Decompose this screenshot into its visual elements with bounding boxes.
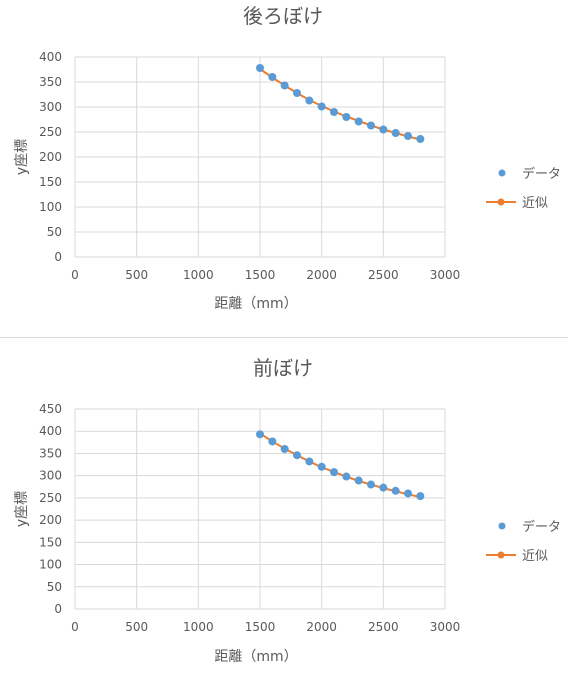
- data-point: [330, 468, 338, 477]
- y-tick-label: 100: [39, 558, 62, 572]
- x-tick-label: 2000: [306, 268, 337, 282]
- data-point: [317, 102, 326, 111]
- data-point: [268, 73, 277, 81]
- y-ticks: 0 50 100 150 200 250 300 350 400 450: [39, 402, 62, 616]
- data-point: [391, 486, 400, 495]
- data-point: [305, 96, 314, 105]
- data-point: [305, 457, 314, 466]
- data-point: [280, 81, 289, 90]
- data-point: [367, 480, 375, 489]
- y-tick-label: 0: [54, 250, 62, 264]
- y-tick-label: 450: [39, 402, 62, 416]
- data-point: [354, 117, 363, 126]
- y-tick-label: 50: [47, 225, 62, 239]
- legend-marker-data: [498, 522, 506, 530]
- y-tick-label: 400: [39, 424, 62, 438]
- grid: [74, 56, 446, 258]
- y-tick-label: 300: [39, 100, 62, 114]
- legend-label: データ: [522, 166, 561, 182]
- data-point: [268, 437, 277, 446]
- x-tick-label: 500: [125, 620, 148, 634]
- data-point: [256, 430, 264, 439]
- data-point: [293, 89, 301, 97]
- chart-svg: 後ろぼけ 0 50 100 150 200 250 300 350 400 0 500 1000 15…: [14, 4, 561, 312]
- data-point: [317, 462, 326, 471]
- x-axis-label: 距離（mm）: [214, 295, 297, 312]
- x-tick-label: 3000: [430, 268, 461, 282]
- y-ticks: 0 50 100 150 200 250 300 350 400: [39, 50, 62, 264]
- x-tick-label: 1000: [183, 268, 214, 282]
- chart-panel-back-blur: 後ろぼけ 0 50 100 150 200 250 300 350 400 0 500 1000 15…: [0, 0, 568, 337]
- y-tick-label: 50: [47, 580, 62, 594]
- y-tick-label: 0: [54, 602, 62, 616]
- x-tick-label: 3000: [430, 620, 461, 634]
- legend-label: データ: [522, 519, 561, 535]
- x-tick-label: 1500: [245, 620, 276, 634]
- y-tick-label: 150: [39, 535, 62, 549]
- legend-label: 近似: [522, 549, 548, 564]
- chart-svg: 前ぼけ 0 50 100 150 200 250 300 350 400 450 0 500 1000…: [14, 356, 561, 665]
- chart-title: 後ろぼけ: [243, 4, 323, 28]
- data-point: [256, 64, 264, 72]
- x-ticks: 0 500 1000 1500 2000 2500 3000: [71, 620, 460, 634]
- chart-panel-front-blur: 前ぼけ 0 50 100 150 200 250 300 350 400 450 0 500 1000…: [0, 338, 568, 679]
- data-point: [330, 108, 338, 116]
- y-tick-label: 100: [39, 200, 62, 214]
- data-point: [416, 492, 425, 501]
- data-point: [280, 445, 289, 453]
- legend-marker-fit: [497, 198, 505, 206]
- legend-marker-data: [498, 169, 506, 177]
- grid: [74, 408, 446, 610]
- x-tick-label: 1000: [183, 620, 214, 634]
- data-point: [293, 451, 301, 460]
- x-tick-label: 2500: [368, 268, 399, 282]
- y-axis-label: y座標: [14, 139, 30, 175]
- y-tick-label: 250: [39, 491, 62, 505]
- y-tick-label: 200: [39, 150, 62, 164]
- data-point: [404, 132, 412, 140]
- data-point: [379, 483, 388, 492]
- chart-title: 前ぼけ: [253, 356, 313, 380]
- x-tick-label: 500: [125, 268, 148, 282]
- y-tick-label: 350: [39, 446, 62, 460]
- y-axis-label: y座標: [14, 491, 30, 527]
- data-point: [379, 125, 388, 134]
- legend-label: 近似: [522, 196, 548, 211]
- y-tick-label: 300: [39, 469, 62, 483]
- x-ticks: 0 500 1000 1500 2000 2500 3000: [71, 268, 460, 282]
- x-tick-label: 2500: [368, 620, 399, 634]
- y-tick-label: 350: [39, 75, 62, 89]
- x-tick-label: 1500: [245, 268, 276, 282]
- y-tick-label: 200: [39, 513, 62, 527]
- y-tick-label: 400: [39, 50, 62, 64]
- data-point: [404, 489, 412, 498]
- series: [256, 430, 425, 501]
- x-tick-label: 0: [71, 620, 79, 634]
- data-point: [342, 113, 351, 121]
- y-tick-label: 150: [39, 175, 62, 189]
- data-point: [367, 121, 375, 130]
- data-point: [342, 472, 351, 481]
- x-axis-label: 距離（mm）: [214, 648, 297, 665]
- y-tick-label: 250: [39, 125, 62, 139]
- series: [256, 64, 425, 143]
- divider: [0, 337, 568, 338]
- fit-line: [259, 68, 421, 141]
- data-point: [391, 129, 400, 137]
- data-point: [354, 476, 363, 485]
- x-tick-label: 0: [71, 268, 79, 282]
- data-point: [416, 135, 425, 143]
- x-tick-label: 2000: [306, 620, 337, 634]
- legend-marker-fit: [497, 551, 505, 559]
